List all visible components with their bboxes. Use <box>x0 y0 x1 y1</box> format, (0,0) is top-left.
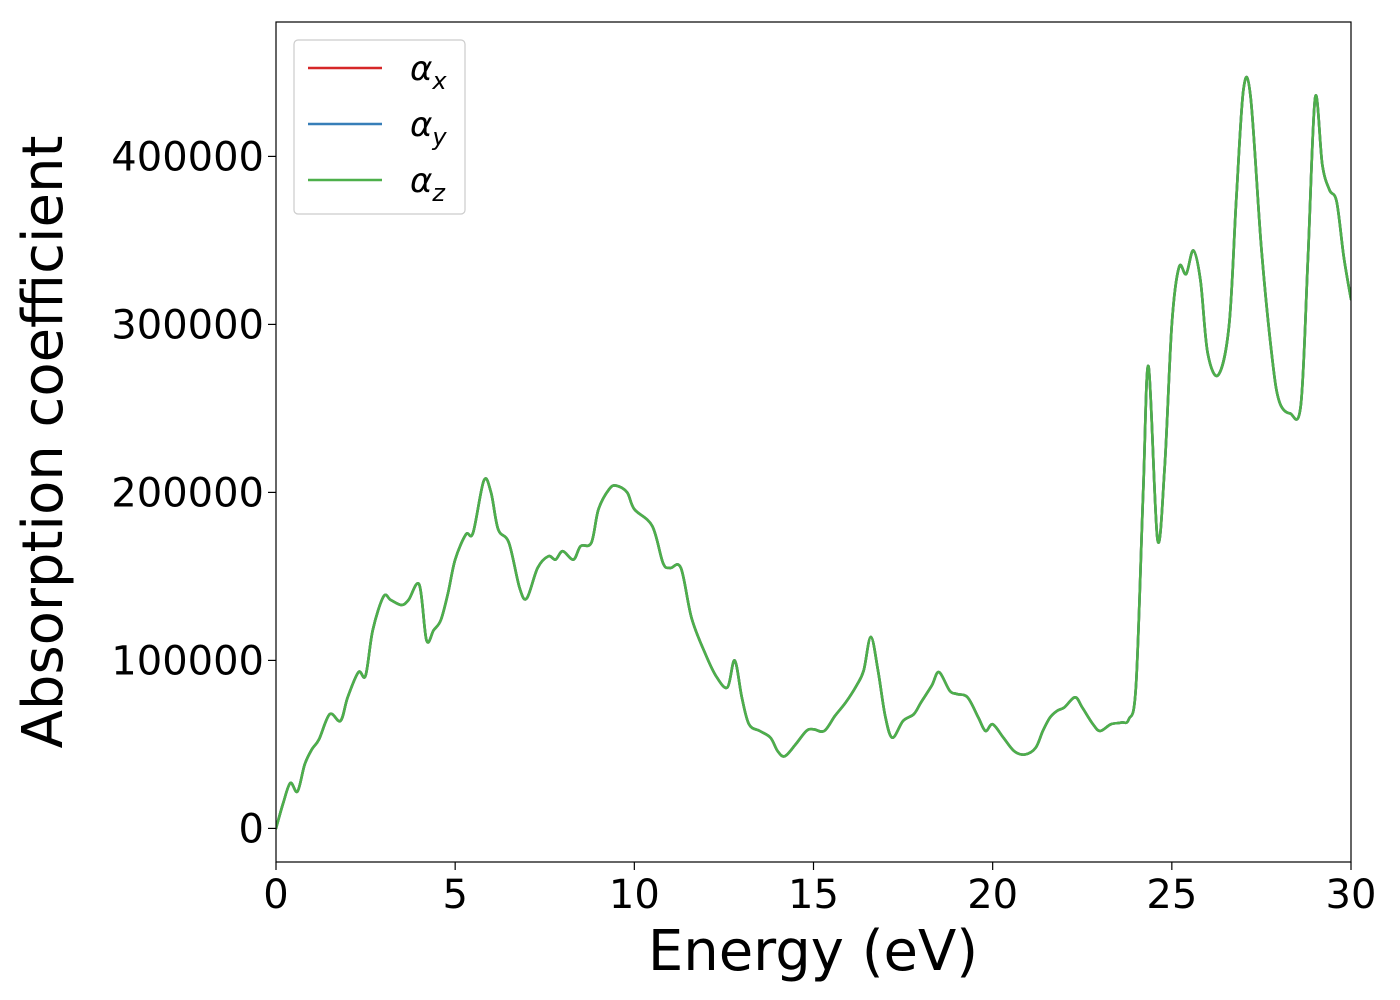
x-tick-label: 30 <box>1326 872 1377 918</box>
y-tick-label: 300000 <box>111 302 264 348</box>
x-tick-label: 25 <box>1146 872 1197 918</box>
legend-label-y: αy <box>410 105 447 151</box>
legend-label-base: α <box>410 161 432 201</box>
x-tick-label: 15 <box>788 872 839 918</box>
y-tick-label: 400000 <box>111 134 264 180</box>
legend-label-subscript: z <box>431 179 446 207</box>
y-axis-label: Absorption coefficient <box>11 136 76 749</box>
legend-label-base: α <box>410 105 432 145</box>
legend-frame <box>293 39 466 215</box>
legend-label-subscript: y <box>431 123 447 151</box>
y-tick-label: 200000 <box>111 470 264 516</box>
y-tick-label: 100000 <box>111 638 264 684</box>
x-axis-label: Energy (eV) <box>648 919 978 984</box>
x-tick-label: 20 <box>967 872 1018 918</box>
x-tick-label: 5 <box>442 872 467 918</box>
legend-label-x: αx <box>410 49 447 95</box>
legend-label-z: αz <box>410 161 446 207</box>
x-tick-label: 0 <box>263 872 288 918</box>
x-tick-label: 10 <box>609 872 660 918</box>
legend-label-base: α <box>410 49 432 89</box>
series-line-z <box>276 75 1351 830</box>
y-tick-label: 0 <box>239 806 264 852</box>
legend-label-subscript: x <box>431 67 447 95</box>
